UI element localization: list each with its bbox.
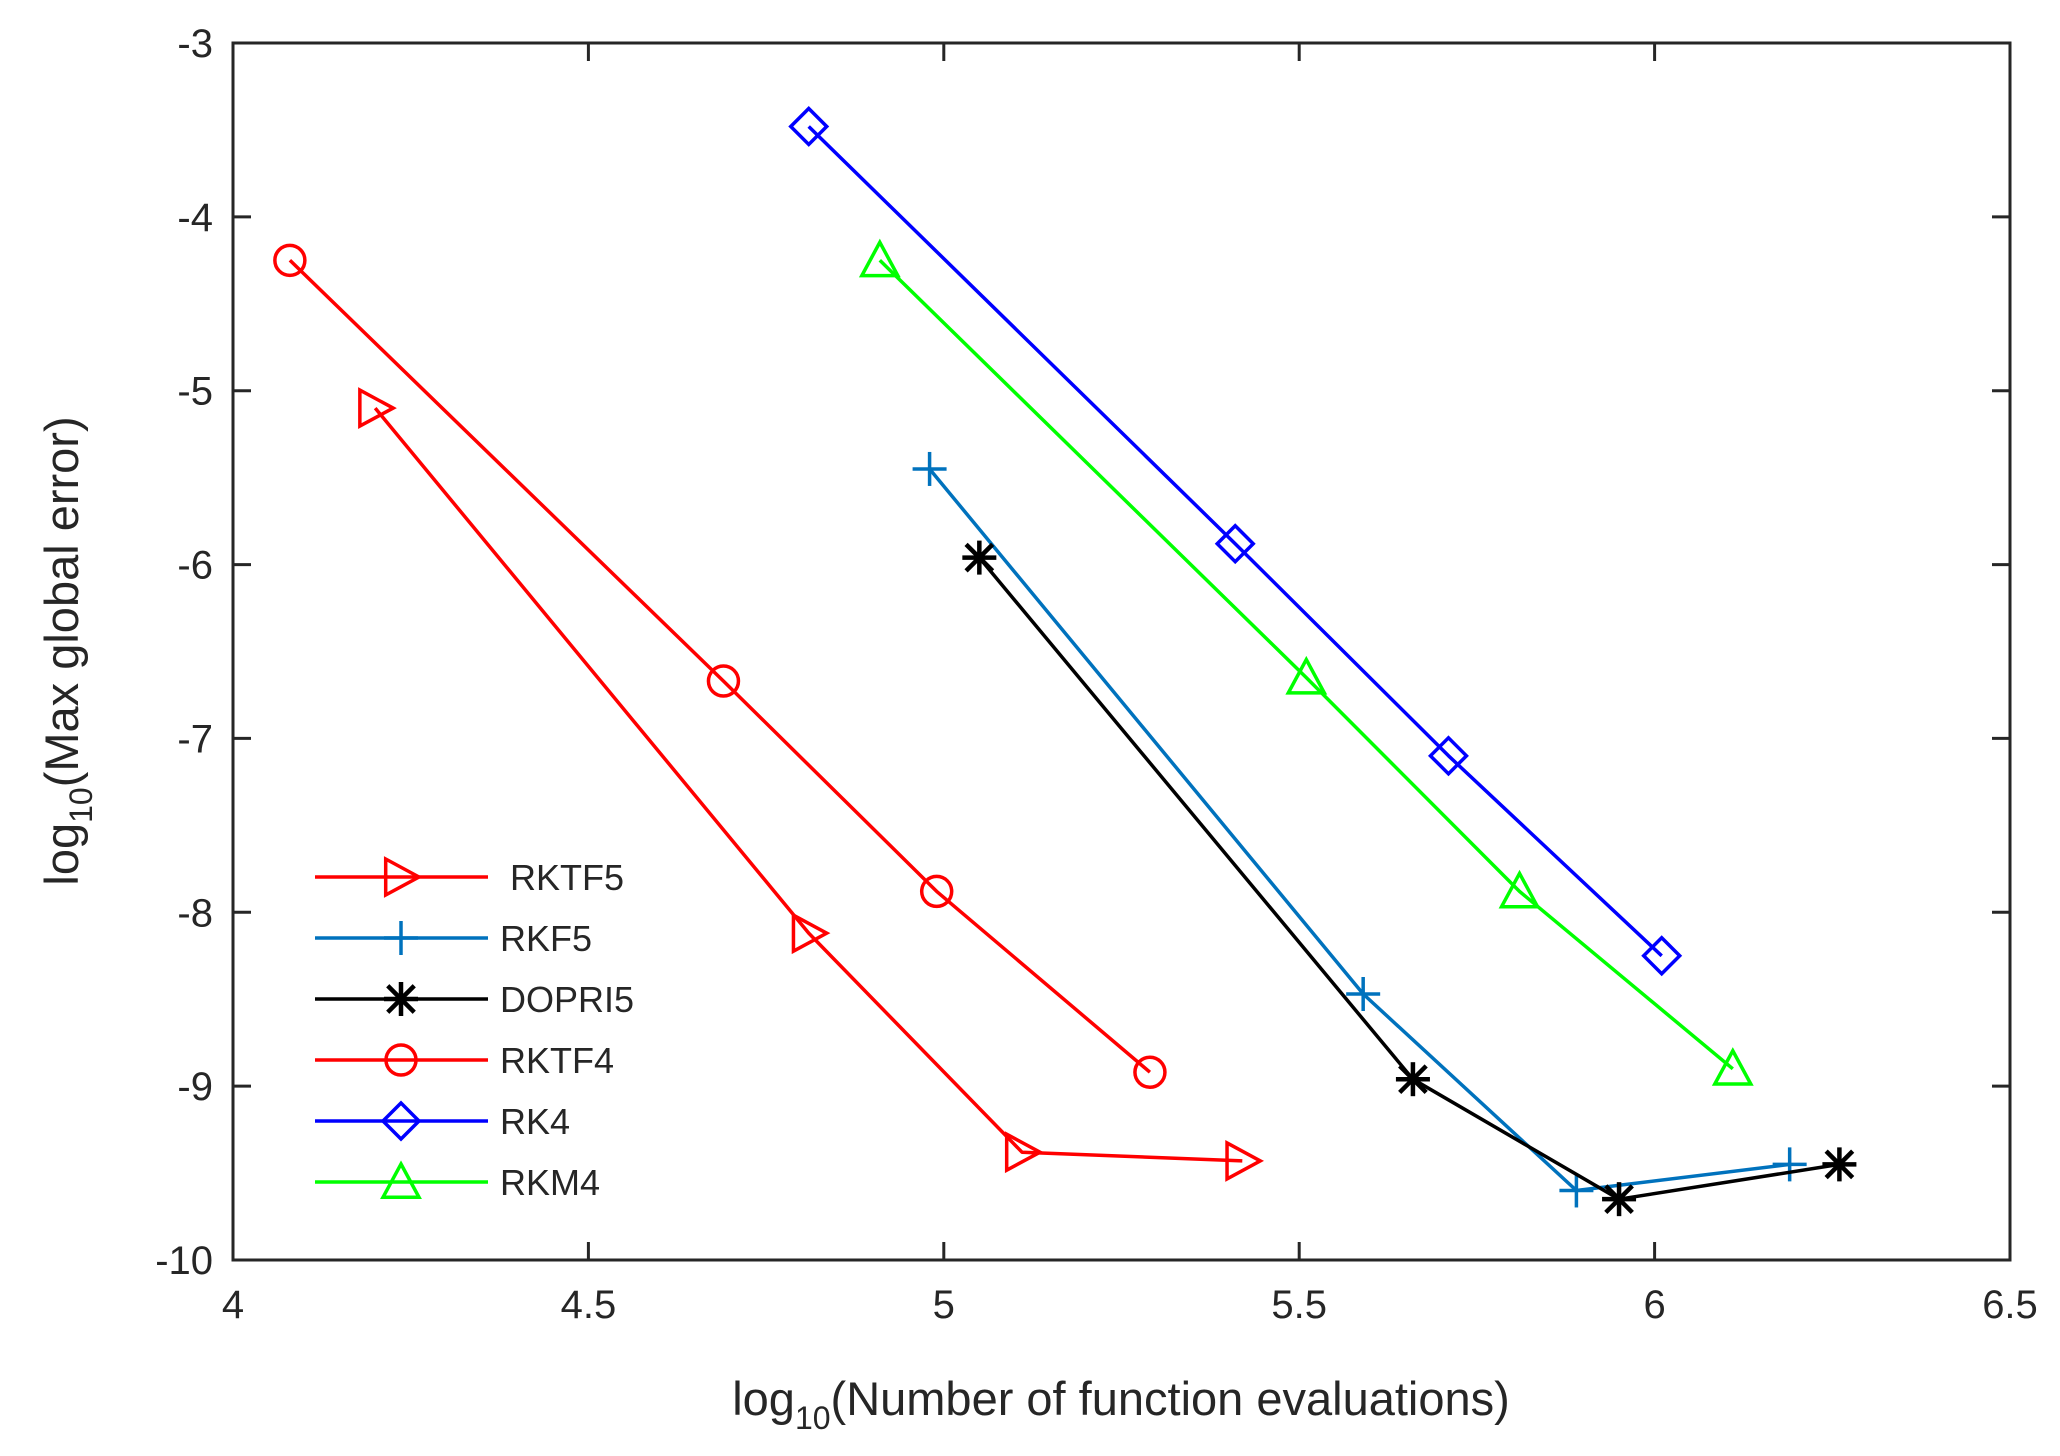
data-point-rkf5-2 bbox=[1346, 976, 1381, 1011]
data-point-rktf5-2 bbox=[791, 912, 831, 955]
legend-label-rkf5: RKF5 bbox=[500, 918, 592, 959]
y-axis-title: log10(Max global error) bbox=[35, 416, 99, 885]
data-point-rktf4-3 bbox=[919, 874, 954, 909]
x-axis-title-subscript: 10 bbox=[795, 1400, 831, 1436]
y-tick-label: -10 bbox=[155, 1239, 213, 1283]
legend-marker-rkm4 bbox=[380, 1160, 422, 1200]
data-point-rktf5-3 bbox=[1004, 1131, 1044, 1174]
legend-label-rktf5: RKTF5 bbox=[500, 857, 624, 898]
legend-marker-rkf5 bbox=[384, 921, 418, 955]
series-line-rkf5 bbox=[928, 467, 1790, 1193]
data-point-rkm4-2 bbox=[1285, 655, 1328, 695]
legend-marker-rk4 bbox=[380, 1100, 422, 1142]
x-axis-title-log: log bbox=[732, 1372, 795, 1425]
y-tick-label: -3 bbox=[177, 22, 213, 66]
data-point-rkm4-4 bbox=[1711, 1047, 1754, 1086]
series-line-rktf4 bbox=[288, 259, 1152, 1074]
x-tick-label: 5.5 bbox=[1271, 1283, 1327, 1327]
legend-label-rktf4: RKTF4 bbox=[500, 1040, 614, 1081]
data-point-rktf5-1 bbox=[358, 387, 397, 430]
legend-entry-rkf5: RKF5 bbox=[315, 918, 592, 959]
data-point-dopri5-4 bbox=[1822, 1147, 1857, 1182]
series-line-dopri5 bbox=[977, 556, 1840, 1201]
data-point-dopri5-2 bbox=[1395, 1062, 1430, 1097]
legend-label-rkm4: RKM4 bbox=[500, 1162, 600, 1203]
y-axis-title-log: log bbox=[35, 823, 88, 886]
series-line-rktf5 bbox=[373, 406, 1243, 1163]
series-line-rkm4 bbox=[878, 259, 1734, 1071]
series-rkm4 bbox=[858, 238, 1754, 1086]
series-rktf5 bbox=[358, 387, 1265, 1182]
y-tick-label: -6 bbox=[177, 544, 213, 588]
y-axis-title-text: (Max global error) bbox=[35, 416, 88, 787]
data-point-rkm4-3 bbox=[1498, 869, 1541, 909]
legend: RKTF5 RKF5 DOPRI5 RKTF4 RK4 RKM4 bbox=[315, 856, 634, 1203]
legend-label-rk4: RK4 bbox=[500, 1101, 570, 1142]
x-axis-title-text: (Number of function evaluations) bbox=[831, 1372, 1510, 1425]
x-tick-label: 4.5 bbox=[561, 1283, 617, 1327]
data-point-dopri5-3 bbox=[1602, 1182, 1637, 1217]
data-point-rktf5-4 bbox=[1225, 1139, 1265, 1182]
series-line-rk4 bbox=[807, 125, 1663, 958]
series-dopri5 bbox=[962, 540, 1857, 1217]
data-point-dopri5-1 bbox=[962, 540, 997, 575]
x-tick-label: 6.5 bbox=[1982, 1283, 2038, 1327]
data-point-rkf5-1 bbox=[912, 451, 947, 486]
series-rkf5 bbox=[912, 451, 1807, 1208]
y-tick-label: -5 bbox=[177, 370, 213, 414]
data-point-rkm4-1 bbox=[858, 238, 901, 278]
y-tick-label: -4 bbox=[177, 196, 213, 240]
data-point-rk4-4 bbox=[1641, 935, 1683, 977]
legend-entry-rktf5: RKTF5 bbox=[315, 856, 624, 898]
x-tick-label: 6 bbox=[1643, 1283, 1665, 1327]
plot-frame bbox=[231, 41, 2012, 1262]
legend-entry-dopri5: DOPRI5 bbox=[315, 979, 634, 1020]
legend-entry-rkm4: RKM4 bbox=[315, 1160, 600, 1203]
data-layer bbox=[273, 105, 1857, 1217]
data-point-rktf4-2 bbox=[706, 664, 741, 698]
y-tick-label: -9 bbox=[177, 1065, 213, 1109]
data-point-rktf4-4 bbox=[1133, 1055, 1167, 1089]
y-tick-label: -8 bbox=[177, 891, 213, 935]
data-point-rkf5-3 bbox=[1559, 1173, 1594, 1208]
legend-entry-rk4: RK4 bbox=[315, 1100, 570, 1142]
axes-layer: 4 4.5 5 5.5 6 6.5 -3 -4 -5 -6 -7 -8 -9 -10 bbox=[155, 22, 2038, 1327]
y-axis-title-subscript: 10 bbox=[63, 787, 99, 823]
data-point-rk4-3 bbox=[1427, 735, 1469, 777]
y-tick-label: -7 bbox=[177, 717, 213, 761]
legend-marker-rktf4 bbox=[384, 1043, 418, 1077]
x-tick-label: 5 bbox=[933, 1283, 955, 1327]
data-point-rktf4-1 bbox=[273, 243, 307, 278]
x-tick-label: 4 bbox=[222, 1283, 244, 1327]
legend-marker-dopri5 bbox=[384, 982, 418, 1016]
data-point-rkf5-4 bbox=[1772, 1147, 1807, 1182]
data-point-rk4-2 bbox=[1214, 523, 1256, 565]
legend-marker-rktf5 bbox=[383, 856, 423, 898]
x-axis-title: log10(Number of function evaluations) bbox=[732, 1372, 1510, 1436]
series-rktf4 bbox=[273, 243, 1167, 1089]
data-point-rk4-1 bbox=[788, 105, 830, 147]
legend-label-dopri5: DOPRI5 bbox=[500, 979, 634, 1020]
series-rk4 bbox=[788, 105, 1683, 977]
legend-entry-rktf4: RKTF4 bbox=[315, 1040, 614, 1081]
